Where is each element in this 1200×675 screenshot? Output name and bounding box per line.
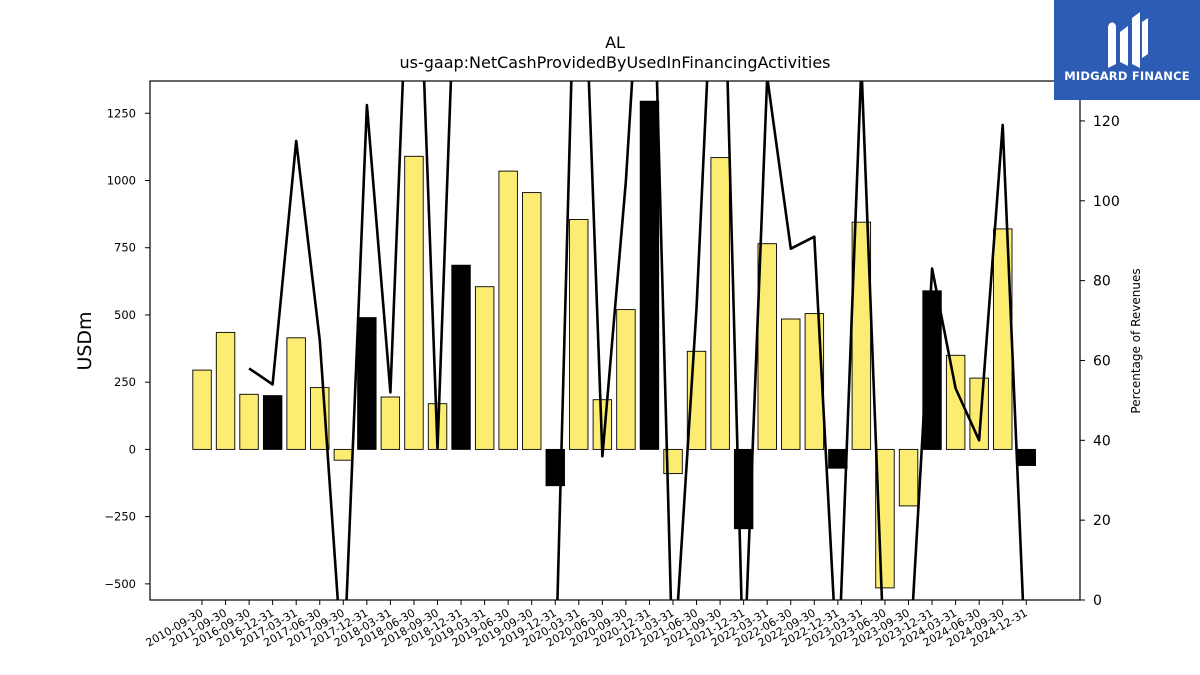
y-axis-label: USDm [74,311,96,370]
bar [616,309,636,450]
bar [380,396,401,450]
x-axis: 2010-09-302011-09-302016-09-302016-12-31… [144,600,1030,650]
bar [192,369,212,450]
brand-name: MIDGARD FINANCE [1064,69,1190,83]
bar-series [192,100,1036,589]
bar [404,155,424,450]
bar [569,219,589,450]
bar [333,448,354,461]
bar [286,337,306,450]
bar [1016,448,1036,466]
y-tick-label: −500 [104,577,136,591]
chart-subtitle: us-gaap:NetCashProvidedByUsedInFinancing… [399,53,830,72]
ratio-line-series [248,81,1025,600]
bar [828,448,848,469]
y-tick-label: 250 [114,375,136,389]
bar [945,354,966,450]
ratio-line [248,81,1025,600]
y2-tick-label: 20 [1093,513,1111,529]
bar [498,170,518,450]
bar [474,286,495,450]
y-tick-label: 1250 [107,106,136,120]
y2-tick-label: 120 [1093,114,1120,130]
y-axis-right: 0 20 40 60 80 100 120 [1080,114,1120,609]
plot-frame [149,80,1081,601]
y2-tick-label: 80 [1093,274,1111,290]
y2-tick-label: 60 [1093,353,1111,369]
bar [215,331,236,450]
brand-logo: MIDGARD FINANCE [1054,0,1200,100]
bar [522,192,542,450]
y-tick-label: 1000 [107,173,136,187]
y2-tick-label: 100 [1093,194,1120,210]
midgard-logo-icon [1108,12,1148,68]
y-tick-label: 750 [114,241,136,255]
y2-tick-label: 0 [1093,593,1102,609]
y-tick-label: 500 [114,308,136,322]
bar [757,243,777,450]
y-tick-label: −250 [104,510,136,524]
y2-tick-label: 40 [1093,433,1111,449]
bar [898,448,919,507]
y2-axis-label: Percentage of Revenues [1129,268,1143,413]
chart-title: AL [605,33,625,52]
bar [451,264,471,450]
bar [239,393,259,450]
bar [357,317,377,450]
bar [262,395,283,450]
bar [639,100,660,450]
y-tick-label: 0 [129,442,136,456]
bar [781,318,801,450]
y-axis-left: −500 −250 0 250 500 750 1000 1250 [104,106,150,591]
bar [710,157,730,450]
